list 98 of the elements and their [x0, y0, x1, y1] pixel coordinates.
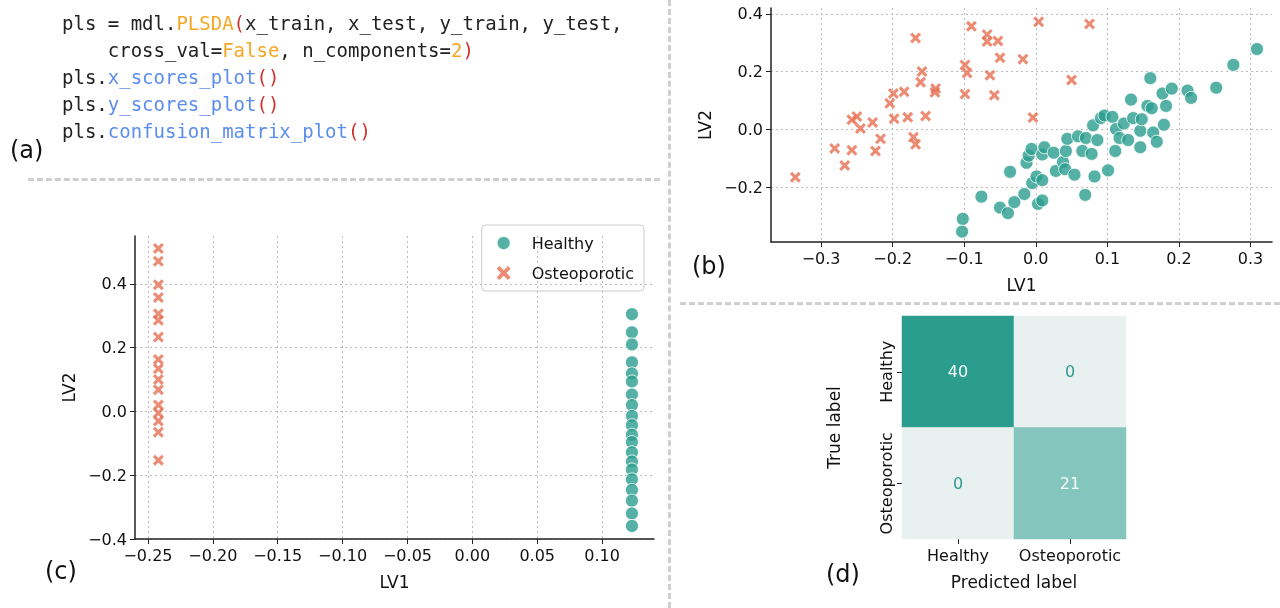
point — [152, 384, 164, 396]
y-axis-title: LV2 — [694, 109, 715, 141]
point — [789, 171, 801, 183]
y-tick-label: 0.0 — [101, 401, 127, 421]
point — [839, 159, 851, 171]
point — [829, 142, 841, 154]
x-axis-title: LV1 — [1006, 274, 1037, 295]
point — [959, 59, 971, 71]
x-tick-label: 0.2 — [1166, 248, 1192, 268]
point — [152, 454, 164, 466]
text: pls.y_scores_plot() — [62, 93, 280, 115]
point — [916, 66, 928, 78]
x-tick-label: −0.15 — [253, 545, 303, 565]
x-tick-label: 0.1 — [1094, 248, 1121, 268]
point — [152, 331, 164, 343]
point — [869, 145, 881, 157]
point — [1027, 111, 1039, 123]
point — [902, 111, 914, 123]
point — [624, 325, 639, 340]
x-tick-label: −0.1 — [944, 248, 984, 268]
x-tick-label: −0.3 — [801, 248, 841, 268]
point — [898, 86, 910, 98]
y-axis-title: LV2 — [58, 372, 79, 403]
point — [152, 242, 164, 254]
legend-label: Healthy — [531, 233, 594, 253]
point — [624, 518, 639, 533]
point — [152, 314, 164, 326]
y-tick-label: −0.2 — [724, 177, 763, 197]
point — [624, 374, 639, 389]
x-tick-label: 0.10 — [584, 545, 620, 565]
x-axis-title: Predicted label — [950, 571, 1078, 592]
point — [961, 67, 973, 79]
x-tick-label: 0.0 — [1023, 248, 1049, 268]
text: (c) — [45, 557, 77, 585]
y-tick-label: 0.2 — [737, 62, 763, 82]
x-tick-label: Healthy — [926, 545, 990, 565]
point — [624, 506, 639, 521]
point — [1066, 74, 1078, 86]
text: (b) — [692, 252, 726, 280]
point — [152, 255, 164, 267]
point — [152, 353, 164, 365]
point — [851, 111, 863, 123]
data-label: 21 — [1059, 473, 1081, 493]
text: (d) — [826, 560, 860, 588]
point — [1017, 53, 1029, 65]
point — [884, 97, 896, 109]
point — [910, 32, 922, 44]
point — [988, 89, 1000, 101]
y-axis-title: True label — [823, 386, 844, 470]
x-axis-title: LV1 — [379, 571, 410, 592]
text: cross_val=False, n_components=2) — [107, 39, 474, 61]
legend-label: Osteoporotic — [531, 263, 634, 283]
text: pls.confusion_matrix_plot() — [62, 120, 371, 142]
point — [846, 144, 858, 156]
point — [887, 88, 899, 100]
text: pls = mdl.PLSDA(x_train, x_test, y_train, y_test, — [62, 12, 623, 34]
point — [152, 415, 164, 427]
x-tick-label: 0.3 — [1237, 248, 1264, 268]
point — [867, 116, 879, 128]
x-tick-label: −0.20 — [188, 545, 238, 565]
point — [624, 482, 639, 497]
x-tick-label: 0.00 — [454, 545, 491, 565]
point — [152, 374, 164, 386]
point — [875, 133, 886, 145]
point — [910, 138, 922, 150]
y-tick-label: 0.4 — [101, 274, 127, 294]
y-tick-label: 0.2 — [101, 338, 127, 358]
data-label: 0 — [1064, 362, 1076, 382]
point — [959, 88, 971, 100]
point — [152, 279, 164, 291]
text: pls.x_scores_plot() — [62, 66, 280, 88]
data-label: 0 — [952, 473, 964, 493]
point — [920, 110, 932, 122]
point — [152, 426, 164, 438]
point — [965, 20, 977, 32]
x-tick-label: −0.05 — [382, 545, 432, 565]
data-label: 40 — [947, 362, 969, 382]
y-tick-label: 0.4 — [737, 4, 763, 24]
point — [915, 76, 927, 88]
point — [994, 52, 1006, 64]
point — [152, 363, 164, 375]
point — [152, 292, 164, 304]
point — [624, 337, 639, 352]
point — [984, 69, 996, 81]
y-tick-label: 0.0 — [737, 119, 763, 139]
x-tick-label: Osteoporotic — [1018, 545, 1122, 565]
point — [1083, 18, 1095, 30]
point — [854, 122, 866, 134]
point — [624, 493, 639, 508]
text: (a) — [10, 136, 44, 164]
x-tick-label: 0.05 — [519, 545, 556, 565]
point — [624, 307, 639, 322]
y-tick-label: −0.2 — [88, 465, 127, 485]
point — [1033, 16, 1045, 28]
x-tick-label: −0.10 — [318, 545, 368, 565]
point — [888, 113, 900, 125]
point — [992, 35, 1004, 47]
point — [981, 36, 993, 48]
